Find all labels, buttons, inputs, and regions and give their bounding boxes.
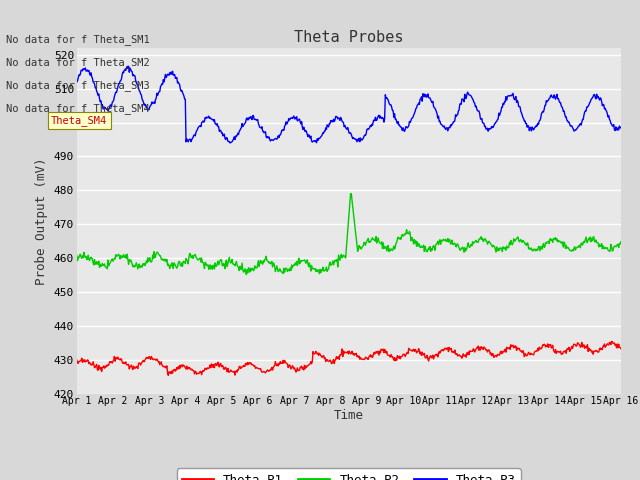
Text: No data for f Theta_SM4: No data for f Theta_SM4 [6, 103, 150, 114]
Text: No data for f Theta_SM2: No data for f Theta_SM2 [6, 57, 150, 68]
Y-axis label: Probe Output (mV): Probe Output (mV) [35, 157, 48, 285]
Legend: Theta_P1, Theta_P2, Theta_P3: Theta_P1, Theta_P2, Theta_P3 [177, 468, 521, 480]
Text: Theta_SM4: Theta_SM4 [51, 115, 108, 126]
Title: Theta Probes: Theta Probes [294, 30, 404, 46]
X-axis label: Time: Time [334, 409, 364, 422]
Text: No data for f Theta_SM3: No data for f Theta_SM3 [6, 80, 150, 91]
Text: No data for f Theta_SM1: No data for f Theta_SM1 [6, 34, 150, 45]
